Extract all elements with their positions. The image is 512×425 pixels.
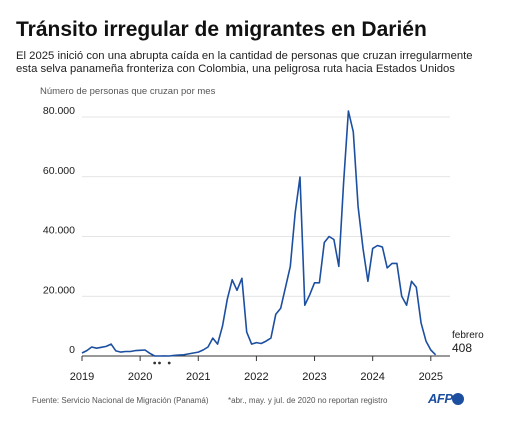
footer-source: Fuente: Servicio Nacional de Migración (… — [32, 396, 209, 405]
annotation-label: febrero — [452, 330, 484, 341]
y-tick-labels: 0 20.000 40.000 60.000 80.000 — [43, 105, 75, 356]
grid-layer — [81, 116, 450, 361]
chart-title: Tránsito irregular de migrantes en Darié… — [16, 18, 427, 41]
afp-logo-dot — [452, 393, 464, 405]
x-tick-label: 2021 — [186, 371, 210, 383]
missing-data-marker — [167, 361, 171, 365]
x-tick-label: 2024 — [360, 371, 384, 383]
afp-logo: AFP — [428, 391, 453, 406]
annotation-value: 408 — [452, 341, 472, 355]
missing-data-markers — [153, 361, 171, 365]
y-tick-label: 80.000 — [43, 105, 75, 117]
y-tick-label: 60.000 — [43, 165, 75, 177]
chart-subtitle: El 2025 inició con una abrupta caída en … — [16, 50, 473, 75]
y-axis-label: Número de personas que cruzan por mes — [40, 86, 216, 97]
missing-data-marker — [158, 361, 161, 365]
footer-note: *abr., may. y jul. de 2020 no reportan r… — [228, 396, 388, 405]
x-tick-label: 2025 — [419, 371, 443, 383]
x-tick-label: 2020 — [128, 371, 152, 383]
series-layer — [81, 110, 437, 357]
missing-data-marker — [153, 361, 157, 365]
x-tick-label: 2019 — [70, 371, 94, 383]
x-tick-labels: 2019 2020 2021 2022 2023 2024 2025 — [70, 371, 443, 383]
y-tick-label: 20.000 — [43, 284, 75, 296]
annotation-layer: febrero 408 — [452, 330, 484, 355]
y-tick-label: 0 — [69, 344, 75, 356]
x-tick-label: 2023 — [302, 371, 326, 383]
y-tick-label: 40.000 — [43, 225, 75, 237]
series-line — [81, 110, 437, 357]
x-tick-label: 2022 — [244, 371, 268, 383]
